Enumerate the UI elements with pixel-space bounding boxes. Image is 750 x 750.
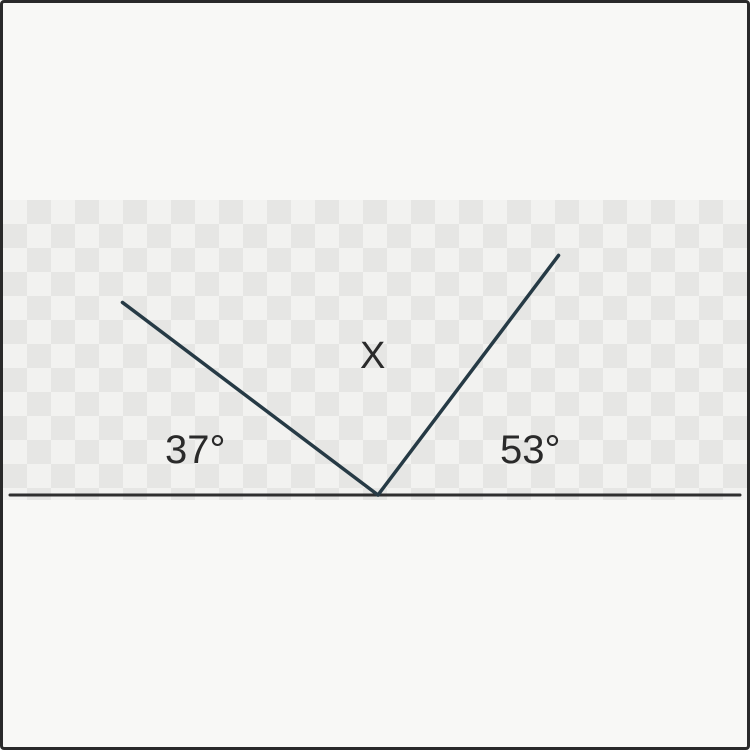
unknown-angle-label: X: [360, 335, 385, 378]
left-ray: [122, 302, 378, 495]
left-angle-label: 37°: [165, 428, 226, 473]
right-angle-label: 53°: [500, 428, 561, 473]
